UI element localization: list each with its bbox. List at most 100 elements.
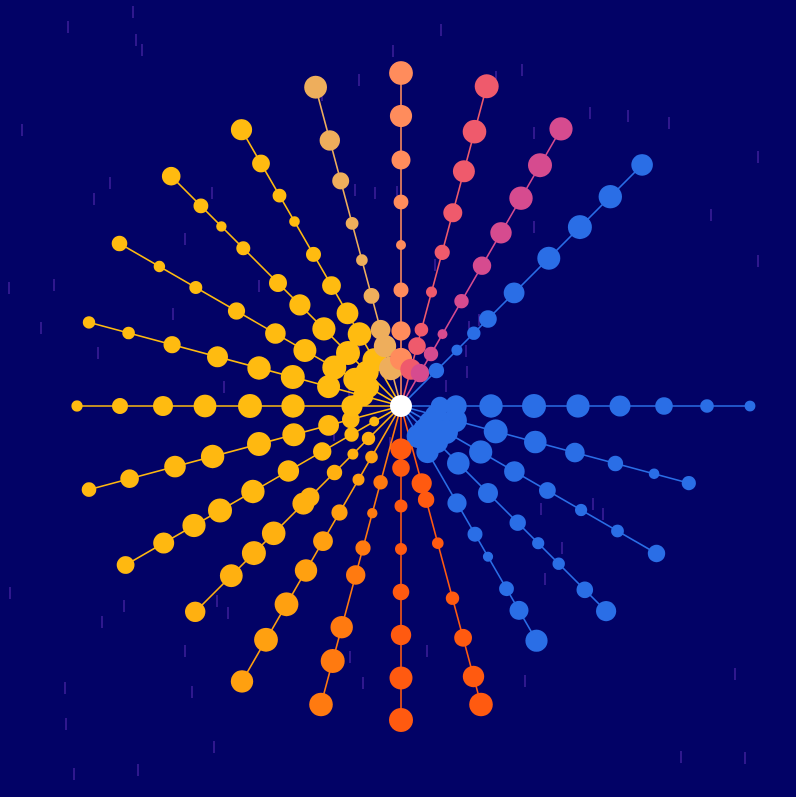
ray-dot bbox=[744, 400, 756, 412]
ray-dot bbox=[236, 241, 251, 256]
ray-dot bbox=[467, 526, 483, 542]
ray-dot bbox=[241, 541, 266, 566]
ray-dot bbox=[367, 508, 378, 519]
ray-dot bbox=[467, 326, 481, 340]
ray-dot bbox=[111, 235, 128, 252]
ray-dot bbox=[227, 302, 246, 320]
ray-dot bbox=[247, 356, 271, 380]
ray-dot bbox=[389, 666, 413, 690]
ray-dot bbox=[330, 616, 353, 639]
ray-dot bbox=[230, 119, 253, 141]
ray-dot bbox=[272, 188, 287, 203]
ray-dot bbox=[347, 448, 359, 460]
ray-dot bbox=[478, 483, 498, 503]
ray-dot bbox=[122, 326, 135, 340]
ray-dot bbox=[575, 503, 588, 517]
ray-dot bbox=[265, 323, 286, 344]
ray-dot bbox=[274, 592, 299, 617]
ray-dot bbox=[116, 556, 135, 574]
ray-dot bbox=[395, 543, 407, 555]
ray-dot bbox=[454, 294, 469, 309]
ray-dot bbox=[161, 166, 181, 186]
ray-dot bbox=[525, 629, 548, 652]
ray-dot bbox=[647, 544, 666, 563]
ray-dot bbox=[373, 475, 388, 490]
ray-dot bbox=[281, 394, 305, 418]
ray-dot bbox=[294, 559, 318, 582]
ray-dot bbox=[390, 624, 412, 646]
ray-dot bbox=[681, 476, 696, 491]
ray-dot bbox=[567, 215, 592, 240]
ray-dot bbox=[609, 395, 631, 417]
ray-dot bbox=[509, 600, 529, 620]
ray-dot bbox=[277, 460, 300, 482]
ray-dot bbox=[598, 185, 622, 209]
ray-dot bbox=[254, 627, 278, 652]
ray-dot bbox=[565, 442, 585, 463]
ray-dot bbox=[479, 310, 497, 328]
ray-dot bbox=[631, 154, 653, 176]
ray-dot bbox=[355, 540, 371, 556]
ray-dot bbox=[261, 521, 286, 546]
ray-dot bbox=[426, 286, 437, 298]
ray-dot bbox=[153, 396, 173, 416]
ray-dot bbox=[163, 336, 181, 354]
ray-dot bbox=[392, 583, 410, 601]
ray-dot bbox=[345, 217, 359, 230]
ray-dot bbox=[326, 464, 343, 481]
ray-dot bbox=[469, 692, 493, 717]
ray-dot bbox=[483, 419, 508, 444]
ray-dot bbox=[153, 260, 166, 273]
ray-dot bbox=[434, 244, 450, 260]
ray-dot bbox=[193, 198, 209, 214]
ray-dot bbox=[417, 491, 435, 508]
ray-dot bbox=[452, 160, 475, 183]
ray-dot bbox=[389, 708, 413, 732]
ray-dot bbox=[304, 75, 327, 99]
ray-dot bbox=[347, 322, 372, 346]
ray-dot bbox=[499, 581, 514, 597]
ray-dot bbox=[336, 302, 359, 325]
ray-dot bbox=[451, 344, 463, 356]
ray-dot bbox=[346, 565, 366, 585]
ray-dot bbox=[313, 531, 333, 551]
ray-dot bbox=[318, 415, 339, 436]
ray-dot bbox=[185, 601, 206, 622]
ray-dot bbox=[292, 492, 315, 515]
ray-dot bbox=[408, 337, 426, 355]
ray-dot bbox=[391, 321, 411, 341]
ray-dot bbox=[396, 240, 406, 250]
ray-dot bbox=[469, 440, 493, 464]
ray-dot bbox=[193, 394, 217, 418]
ray-dot bbox=[370, 319, 391, 340]
ray-dot bbox=[153, 532, 175, 554]
ray-dot bbox=[447, 452, 470, 475]
ray-dot bbox=[373, 334, 397, 358]
ray-dot bbox=[269, 274, 287, 292]
ray-dot bbox=[428, 362, 445, 379]
ray-dot bbox=[356, 254, 368, 266]
ray-dot bbox=[208, 498, 232, 523]
ray-dot bbox=[120, 469, 139, 489]
ray-dot bbox=[528, 153, 552, 178]
ray-dot bbox=[247, 432, 271, 456]
ray-dot bbox=[309, 692, 333, 717]
ray-dot bbox=[312, 317, 336, 341]
ray-dot bbox=[392, 459, 410, 477]
ray-dot bbox=[389, 104, 413, 128]
ray-dot bbox=[81, 482, 97, 497]
ray-dot bbox=[389, 61, 413, 85]
ray-dot bbox=[393, 194, 409, 210]
ray-dot bbox=[391, 150, 411, 170]
ray-dot bbox=[522, 394, 546, 418]
ray-dot bbox=[322, 276, 341, 295]
ray-line bbox=[400, 405, 482, 705]
ray-dot bbox=[189, 281, 203, 294]
ray-dot bbox=[447, 493, 467, 513]
ray-dot bbox=[280, 365, 305, 389]
ray-dot bbox=[394, 499, 408, 513]
ray-dot bbox=[552, 557, 565, 570]
ray-dot bbox=[289, 294, 311, 316]
ray-dot bbox=[241, 479, 265, 504]
